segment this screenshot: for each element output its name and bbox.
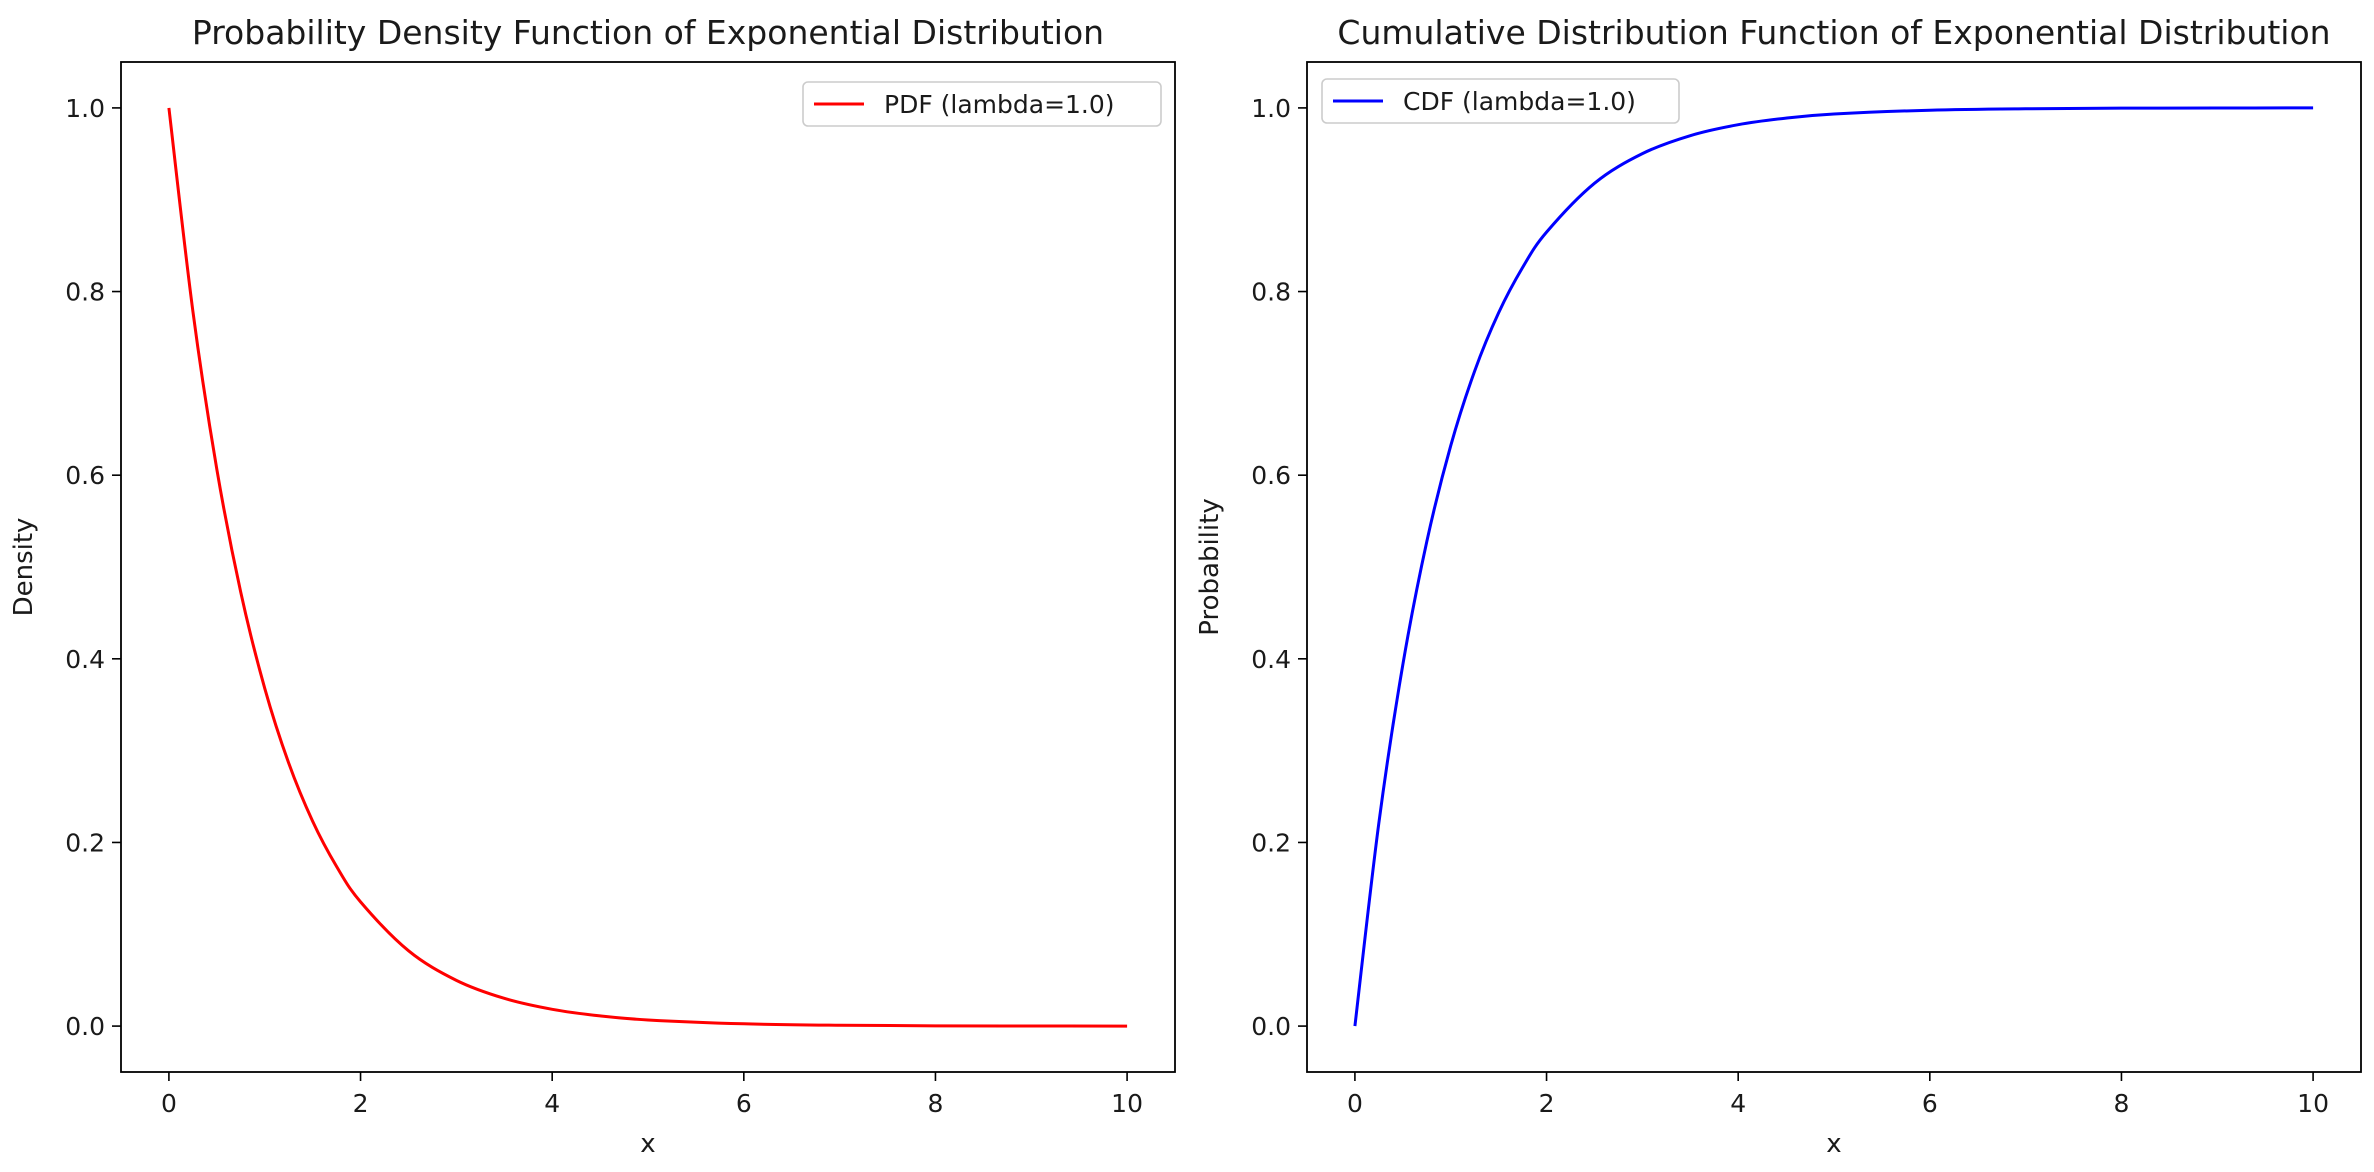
x-tick-label: 0 — [161, 1089, 177, 1118]
x-axis-label: x — [640, 1129, 655, 1159]
x-tick-label: 8 — [928, 1089, 944, 1118]
y-axis-label: Density — [9, 518, 39, 617]
x-tick-label: 8 — [2114, 1089, 2130, 1118]
plot-frame — [120, 61, 1176, 1073]
chart-title: Cumulative Distribution Function of Expo… — [1337, 13, 2330, 52]
x-tick-label: 4 — [1730, 1089, 1746, 1118]
x-tick-label: 6 — [736, 1089, 752, 1118]
series-line-1 — [1353, 106, 2314, 1027]
legend: CDF (lambda=1.0) — [1321, 78, 1680, 124]
y-tick-label: 0.4 — [65, 645, 105, 674]
chart-panel-2: Cumulative Distribution Function of Expo… — [1195, 13, 2362, 1159]
x-tick-label: 6 — [1922, 1089, 1938, 1118]
x-tick-label: 4 — [544, 1089, 560, 1118]
y-tick-label: 1.0 — [65, 94, 105, 123]
legend-box — [1321, 78, 1680, 124]
legend: PDF (lambda=1.0) — [802, 81, 1162, 127]
y-tick-label: 0.8 — [65, 278, 105, 307]
x-tick-label: 2 — [353, 1089, 369, 1118]
y-tick-label: 0.2 — [65, 828, 105, 857]
legend-box — [802, 81, 1162, 127]
y-tick-label: 0.0 — [65, 1012, 105, 1041]
chart-title: Probability Density Function of Exponent… — [192, 13, 1104, 52]
y-tick-label: 0.8 — [1251, 278, 1291, 307]
series-line-1 — [167, 107, 1128, 1028]
legend-label: PDF (lambda=1.0) — [884, 90, 1115, 119]
x-axis-label: x — [1826, 1129, 1841, 1159]
y-tick-label: 0.0 — [1251, 1012, 1291, 1041]
y-tick-label: 0.2 — [1251, 828, 1291, 857]
y-tick-label: 0.4 — [1251, 645, 1291, 674]
legend-label: CDF (lambda=1.0) — [1403, 87, 1636, 116]
y-tick-label: 0.6 — [1251, 461, 1291, 490]
x-tick-label: 10 — [1111, 1089, 1143, 1118]
x-tick-label: 0 — [1347, 1089, 1363, 1118]
y-tick-label: 0.6 — [65, 461, 105, 490]
x-tick-label: 10 — [2297, 1089, 2329, 1118]
plot-frame — [1306, 61, 2362, 1073]
y-tick-label: 1.0 — [1251, 94, 1291, 123]
x-tick-label: 2 — [1539, 1089, 1555, 1118]
y-axis-label: Probability — [1195, 498, 1225, 635]
chart-panel-1: Probability Density Function of Exponent… — [9, 13, 1176, 1159]
